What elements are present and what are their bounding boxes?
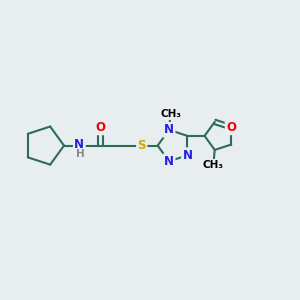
Text: O: O — [226, 121, 236, 134]
Text: N: N — [164, 155, 174, 168]
Text: N: N — [74, 138, 84, 151]
Text: N: N — [182, 149, 193, 162]
Text: O: O — [95, 121, 106, 134]
Text: CH₃: CH₃ — [203, 160, 224, 170]
Text: S: S — [137, 139, 146, 152]
Text: H: H — [76, 149, 85, 159]
Text: CH₃: CH₃ — [160, 109, 181, 119]
Text: N: N — [164, 123, 174, 136]
